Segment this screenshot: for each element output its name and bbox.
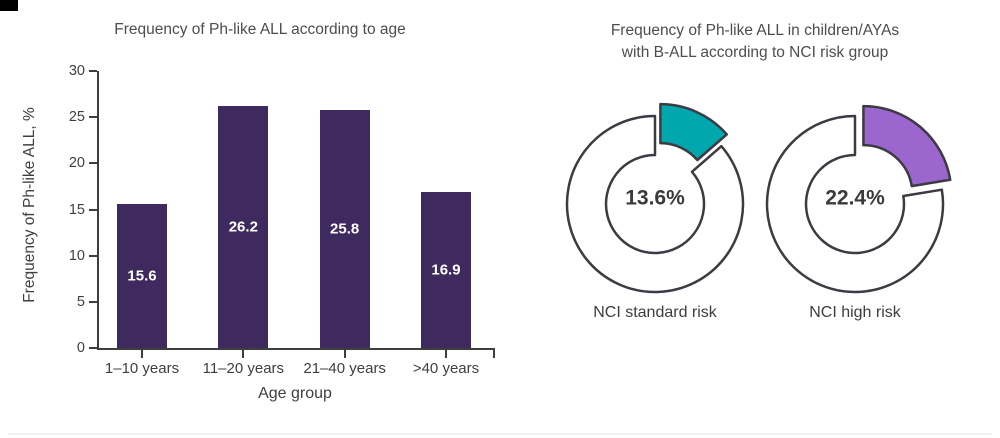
donut-chart-nci-high-risk: 22.4% [765,104,952,294]
x-tick-label: 21–40 years [303,360,386,377]
y-axis-label: Frequency of Ph-like ALL, % [21,107,38,303]
x-tick-mark [242,350,245,358]
donut-remainder-ring [565,114,745,294]
donut-block-nci-standard-risk: 13.6% NCI standard risk [555,94,755,322]
donut-exploded-slice [862,104,952,188]
bar-plot-area: 0 5 10 15 20 25 30 15.6 1–10 years 26.2 11–20 year… [69,63,495,377]
donut-center-percent: 13.6% [625,187,685,210]
bar-value-label: 16.9 [431,261,461,279]
y-tick-mark [89,300,97,303]
top-left-black-mark [0,0,18,11]
x-axis-label: Age group [258,385,332,402]
donut-title-line1: Frequency of Ph-like ALL in children/AYA… [610,22,900,39]
donut-chart-title: Frequency of Ph-like ALL in children/AYA… [555,20,955,64]
bar-4: 16.9 [420,191,471,348]
donut-block-nci-high-risk: 22.4% NCI high risk [755,94,955,322]
y-tick-mark [89,70,97,72]
bar-2: 26.2 [218,106,269,348]
bar-1: 15.6 [117,203,167,348]
donuts-row: 13.6% NCI standard risk 22.4% NCI high risk [555,94,955,322]
donut-panel: Frequency of Ph-like ALL in children/AYA… [555,20,955,322]
y-tick-label: 0 [76,340,85,356]
x-tick-label: 11–20 years [202,360,285,377]
donut-remainder-ring [765,114,945,294]
x-axis-end-tick [493,350,495,358]
x-tick-mark [343,350,346,358]
bar-value-label: 25.8 [330,220,360,238]
bar-chart-title: Frequency of Ph-like ALL according to ag… [114,21,406,38]
y-tick-label: 20 [68,155,85,172]
donut-caption: NCI high risk [809,304,901,321]
y-tick-label: 30 [68,63,85,79]
y-tick-label: 5 [76,293,85,310]
y-tick-mark [89,254,97,257]
donut-chart-nci-standard-risk: 13.6% [565,102,745,294]
y-tick-label: 25 [68,109,85,126]
y-tick-label: 15 [68,201,85,218]
bottom-hairline [8,433,992,435]
donut-title-line2: with B-ALL according to NCI risk group [621,44,889,61]
bar-value-label: 26.2 [228,218,258,236]
y-tick-mark [89,162,97,165]
x-tick-label: >40 years [412,360,480,377]
y-tick-mark [89,208,97,211]
y-tick-label: 10 [68,247,85,264]
bar-value-label: 15.6 [127,267,157,285]
donut-exploded-slice [659,102,729,162]
x-tick-mark [141,350,143,358]
y-tick-mark [89,116,97,119]
x-tick-label: 1–10 years [104,360,180,377]
donut-center-percent: 22.4% [825,187,885,210]
y-tick-mark [89,347,97,349]
bar-3: 25.8 [319,109,370,348]
x-tick-mark [444,350,447,358]
donut-caption: NCI standard risk [593,304,717,321]
